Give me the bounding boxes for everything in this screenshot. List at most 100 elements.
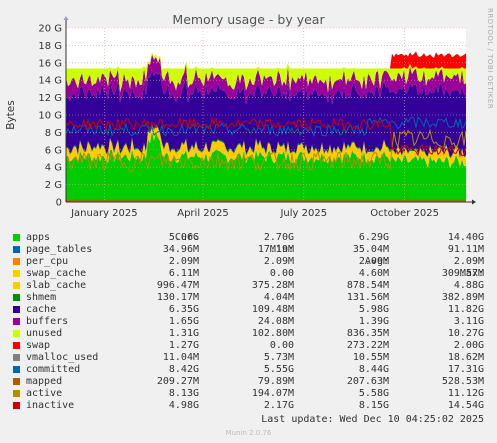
legend-cur: 34.96M	[162, 244, 199, 255]
legend-avg: 1.39G	[358, 316, 389, 327]
legend-max: 2.00G	[453, 340, 484, 351]
legend-avg: 273.22M	[346, 340, 389, 351]
legend-row-cache: cache 6.35G 109.48M 5.98G 11.82G	[0, 304, 497, 316]
legend-max: 2.09M	[453, 256, 484, 267]
legend-swatch	[13, 234, 20, 241]
legend-min: 0.00	[269, 340, 294, 351]
legend-cur: 1.31G	[168, 328, 199, 339]
legend-name: shmem	[26, 292, 57, 303]
y-tick-label: 2 G	[45, 180, 62, 191]
legend-cur: 130.17M	[156, 292, 199, 303]
legend-min: 194.07M	[251, 388, 294, 399]
x-tick-label: July 2025	[279, 208, 327, 219]
y-tick-label: 8 G	[45, 128, 62, 139]
legend-row-slab_cache: slab_cache 996.47M 375.28M 878.54M 4.88G	[0, 280, 497, 292]
legend-max: 14.40G	[447, 232, 484, 243]
y-tick-label: 14 G	[38, 76, 62, 87]
chart-title: Memory usage - by year	[172, 12, 325, 27]
y-tick-label: 6 G	[45, 145, 62, 156]
legend-min: 24.08M	[257, 316, 294, 327]
area-shmem	[66, 124, 466, 159]
legend-name: mapped	[26, 376, 63, 387]
legend-max: 11.82G	[447, 304, 484, 315]
legend-max: 3.11G	[453, 316, 484, 327]
line-inactive	[65, 116, 467, 157]
legend-swatch	[13, 402, 20, 409]
legend-swatch	[13, 366, 20, 373]
area-slab_cache	[66, 125, 466, 168]
legend-name: unused	[26, 328, 63, 339]
y-axis-arrow	[63, 16, 69, 20]
legend-row-buffers: buffers 1.65G 24.08M 1.39G 3.11G	[0, 316, 497, 328]
rrdtool-watermark: RRDTOOL / TOBI OETIKER	[486, 8, 494, 110]
legend-max: 91.11M	[447, 244, 484, 255]
legend-swatch	[13, 378, 20, 385]
legend-swatch	[13, 342, 20, 349]
legend-min: 109.48M	[251, 304, 294, 315]
legend-row-unused: unused 1.31G 102.80M 836.35M 10.27G	[0, 328, 497, 340]
header-min: Min:	[269, 244, 294, 255]
area-swap	[66, 51, 466, 69]
legend-avg: 207.63M	[346, 376, 389, 387]
legend-min: 0.00	[269, 268, 294, 279]
x-axis-arrow	[472, 199, 476, 205]
legend-name: buffers	[26, 316, 69, 327]
legend-cur: 209.27M	[156, 376, 199, 387]
area-unused	[66, 51, 466, 93]
legend-swatch	[13, 270, 20, 277]
y-tick-label: 10 G	[38, 111, 62, 122]
legend-avg: 5.58G	[358, 388, 389, 399]
legend-avg: 8.44G	[358, 364, 389, 375]
legend-avg: 8.15G	[358, 400, 389, 411]
legend-swatch	[13, 306, 20, 313]
legend-row-active: active 8.13G 194.07M 5.58G 11.12G	[0, 388, 497, 400]
x-tick-label: January 2025	[70, 208, 138, 219]
legend-avg: 131.56M	[346, 292, 389, 303]
legend-min: 5.73M	[263, 352, 294, 363]
legend-cur: 6.35G	[168, 304, 199, 315]
legend-avg: 4.60M	[358, 268, 389, 279]
legend-row-per_cpu: per_cpu 2.09M 2.09M 2.09M 2.09M	[0, 256, 497, 268]
legend-max: 382.89M	[441, 292, 484, 303]
legend-row-mapped: mapped 209.27M 79.89M 207.63M 528.53M	[0, 376, 497, 388]
legend-name: per_cpu	[26, 256, 69, 267]
legend-min: 79.89M	[257, 376, 294, 387]
legend-max: 18.62M	[447, 352, 484, 363]
header-cur: Cur:	[174, 232, 199, 243]
legend-min: 5.55G	[263, 364, 294, 375]
last-update: Last update: Wed Dec 10 04:25:02 2025	[261, 414, 484, 425]
legend-cur: 6.11M	[168, 268, 199, 279]
legend-cur: 996.47M	[156, 280, 199, 291]
legend-max: 4.88G	[453, 280, 484, 291]
legend-name: inactive	[26, 400, 75, 411]
legend-name: active	[26, 388, 63, 399]
legend-swatch	[13, 246, 20, 253]
legend-cur: 1.65G	[168, 316, 199, 327]
y-axis-label: Bytes	[5, 100, 17, 129]
legend-row-apps: apps 5.06G 2.70G 6.29G 14.40G	[0, 232, 497, 244]
legend-cur: 1.27G	[168, 340, 199, 351]
legend-avg: 35.04M	[352, 244, 389, 255]
area-buffers	[66, 54, 466, 105]
legend-cur: 2.09M	[168, 256, 199, 267]
legend-min: 2.17G	[263, 400, 294, 411]
legend-cur: 8.13G	[168, 388, 199, 399]
legend-avg: 878.54M	[346, 280, 389, 291]
legend-name: page_tables	[26, 244, 93, 255]
y-tick-label: 18 G	[38, 41, 62, 52]
legend-name: committed	[26, 364, 81, 375]
legend-row-swap: swap 1.27G 0.00 273.22M 2.00G	[0, 340, 497, 352]
legend-min: 17.19M	[257, 244, 294, 255]
header-avg: Avg:	[364, 256, 389, 267]
legend-avg: 2.09M	[358, 256, 389, 267]
legend-name: apps	[26, 232, 51, 243]
legend-row-vmalloc_used: vmalloc_used 11.04M 5.73M 10.55M 18.62M	[0, 352, 497, 364]
x-tick-label: April 2025	[177, 208, 228, 219]
legend-max: 11.12G	[447, 388, 484, 399]
y-tick-label: 16 G	[38, 58, 62, 69]
header-max: Max:	[459, 268, 484, 279]
legend-row-swap_cache: swap_cache 6.11M 0.00 4.60M 309.57M	[0, 268, 497, 280]
legend-swatch	[13, 354, 20, 361]
legend-row-inactive: inactive 4.98G 2.17G 8.15G 14.54G	[0, 400, 497, 412]
